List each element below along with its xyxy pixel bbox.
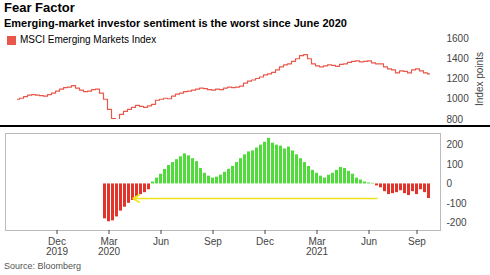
svg-text:-100: -100 [447,198,467,209]
svg-text:1000: 1000 [447,93,470,104]
svg-text:100: 100 [447,159,464,170]
html-text:Emerging-market investor senti: Emerging-market investor sentiment is th… [4,17,347,29]
html-text:MSCI Emerging Markets Index: MSCI Emerging Markets Index [20,34,157,45]
html-text:Source: Bloomberg: Source: Bloomberg [4,261,81,271]
svg-text:Jun: Jun [361,236,377,247]
svg-text:800: 800 [447,114,464,125]
svg-text:Sep: Sep [408,236,426,247]
svg-text:Mar2020: Mar2020 [98,236,121,257]
svg-text:1600: 1600 [447,33,470,44]
svg-text:0: 0 [447,178,453,189]
svg-text:1200: 1200 [447,73,470,84]
svg-text:1400: 1400 [447,53,470,64]
svg-text:Index points: Index points [474,52,485,106]
svg-text:Dec2019: Dec2019 [46,236,69,257]
svg-text:Jun: Jun [153,236,169,247]
svg-text:-200: -200 [447,217,467,228]
svg-text:Sep: Sep [204,236,222,247]
svg-text:Mar2021: Mar2021 [306,236,329,257]
svg-text:200: 200 [447,139,464,150]
html-text:Fear Factor: Fear Factor [4,0,75,15]
svg-text:Dec: Dec [256,236,274,247]
